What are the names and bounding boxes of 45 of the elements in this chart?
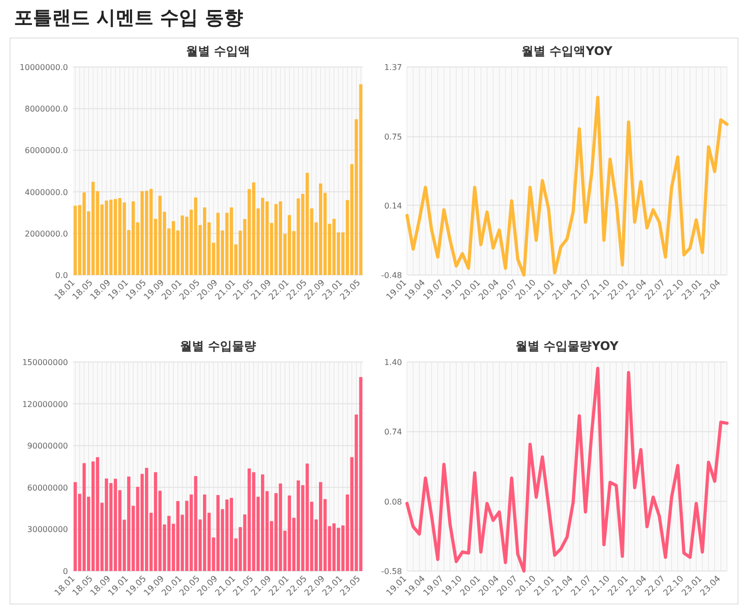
bar <box>274 204 278 275</box>
y-tick-label: 0.0 <box>55 271 68 280</box>
bar <box>332 523 336 571</box>
y-tick-label: 4000000.0 <box>24 188 68 197</box>
bar <box>336 528 340 571</box>
text: 포틀랜드 시멘트 수입 동향 <box>14 7 243 29</box>
chart-title: 월별 수입물량 <box>180 339 256 353</box>
bar <box>216 495 220 571</box>
bar <box>216 212 220 275</box>
y-tick-label: 0 <box>62 567 68 576</box>
y-tick-label: 0.14 <box>384 201 402 210</box>
bar <box>91 182 95 275</box>
y-tick-label: 0.08 <box>384 497 402 506</box>
bar <box>149 188 153 275</box>
y-tick-label: -0.58 <box>381 567 402 576</box>
bar <box>104 200 108 275</box>
y-tick-label: 0.74 <box>384 428 402 437</box>
y-tick-label: -0.48 <box>381 271 402 280</box>
bar <box>109 200 113 275</box>
bar <box>158 196 162 275</box>
y-tick-label: 8000000.0 <box>24 104 68 114</box>
y-tick-label: 90000000 <box>27 442 68 451</box>
y-tick-label: 0.75 <box>384 132 402 142</box>
bar <box>332 218 336 275</box>
y-tick-label: 150000000 <box>22 358 68 367</box>
y-tick-label: 2000000.0 <box>24 229 68 238</box>
bar <box>104 478 108 571</box>
y-tick-label: 30000000 <box>27 525 68 534</box>
chart-title: 월별 수입액 <box>186 44 250 58</box>
bar <box>278 201 282 275</box>
y-tick-label: 1.40 <box>384 358 402 367</box>
bar <box>278 484 282 571</box>
bar <box>91 461 95 571</box>
bar <box>167 516 171 571</box>
bar <box>96 457 100 571</box>
y-tick-label: 120000000 <box>22 400 68 409</box>
y-tick-label: 6000000.0 <box>24 146 68 156</box>
bar <box>154 472 158 571</box>
chart-title: 월별 수입액YOY <box>522 44 613 58</box>
y-tick-label: 10000000.0 <box>20 63 68 72</box>
chart-title: 월별 수입물량YOY <box>516 339 619 353</box>
y-tick-label: 60000000 <box>27 483 68 492</box>
bar <box>225 500 229 571</box>
y-tick-label: 1.37 <box>384 63 402 72</box>
bar <box>265 201 269 275</box>
